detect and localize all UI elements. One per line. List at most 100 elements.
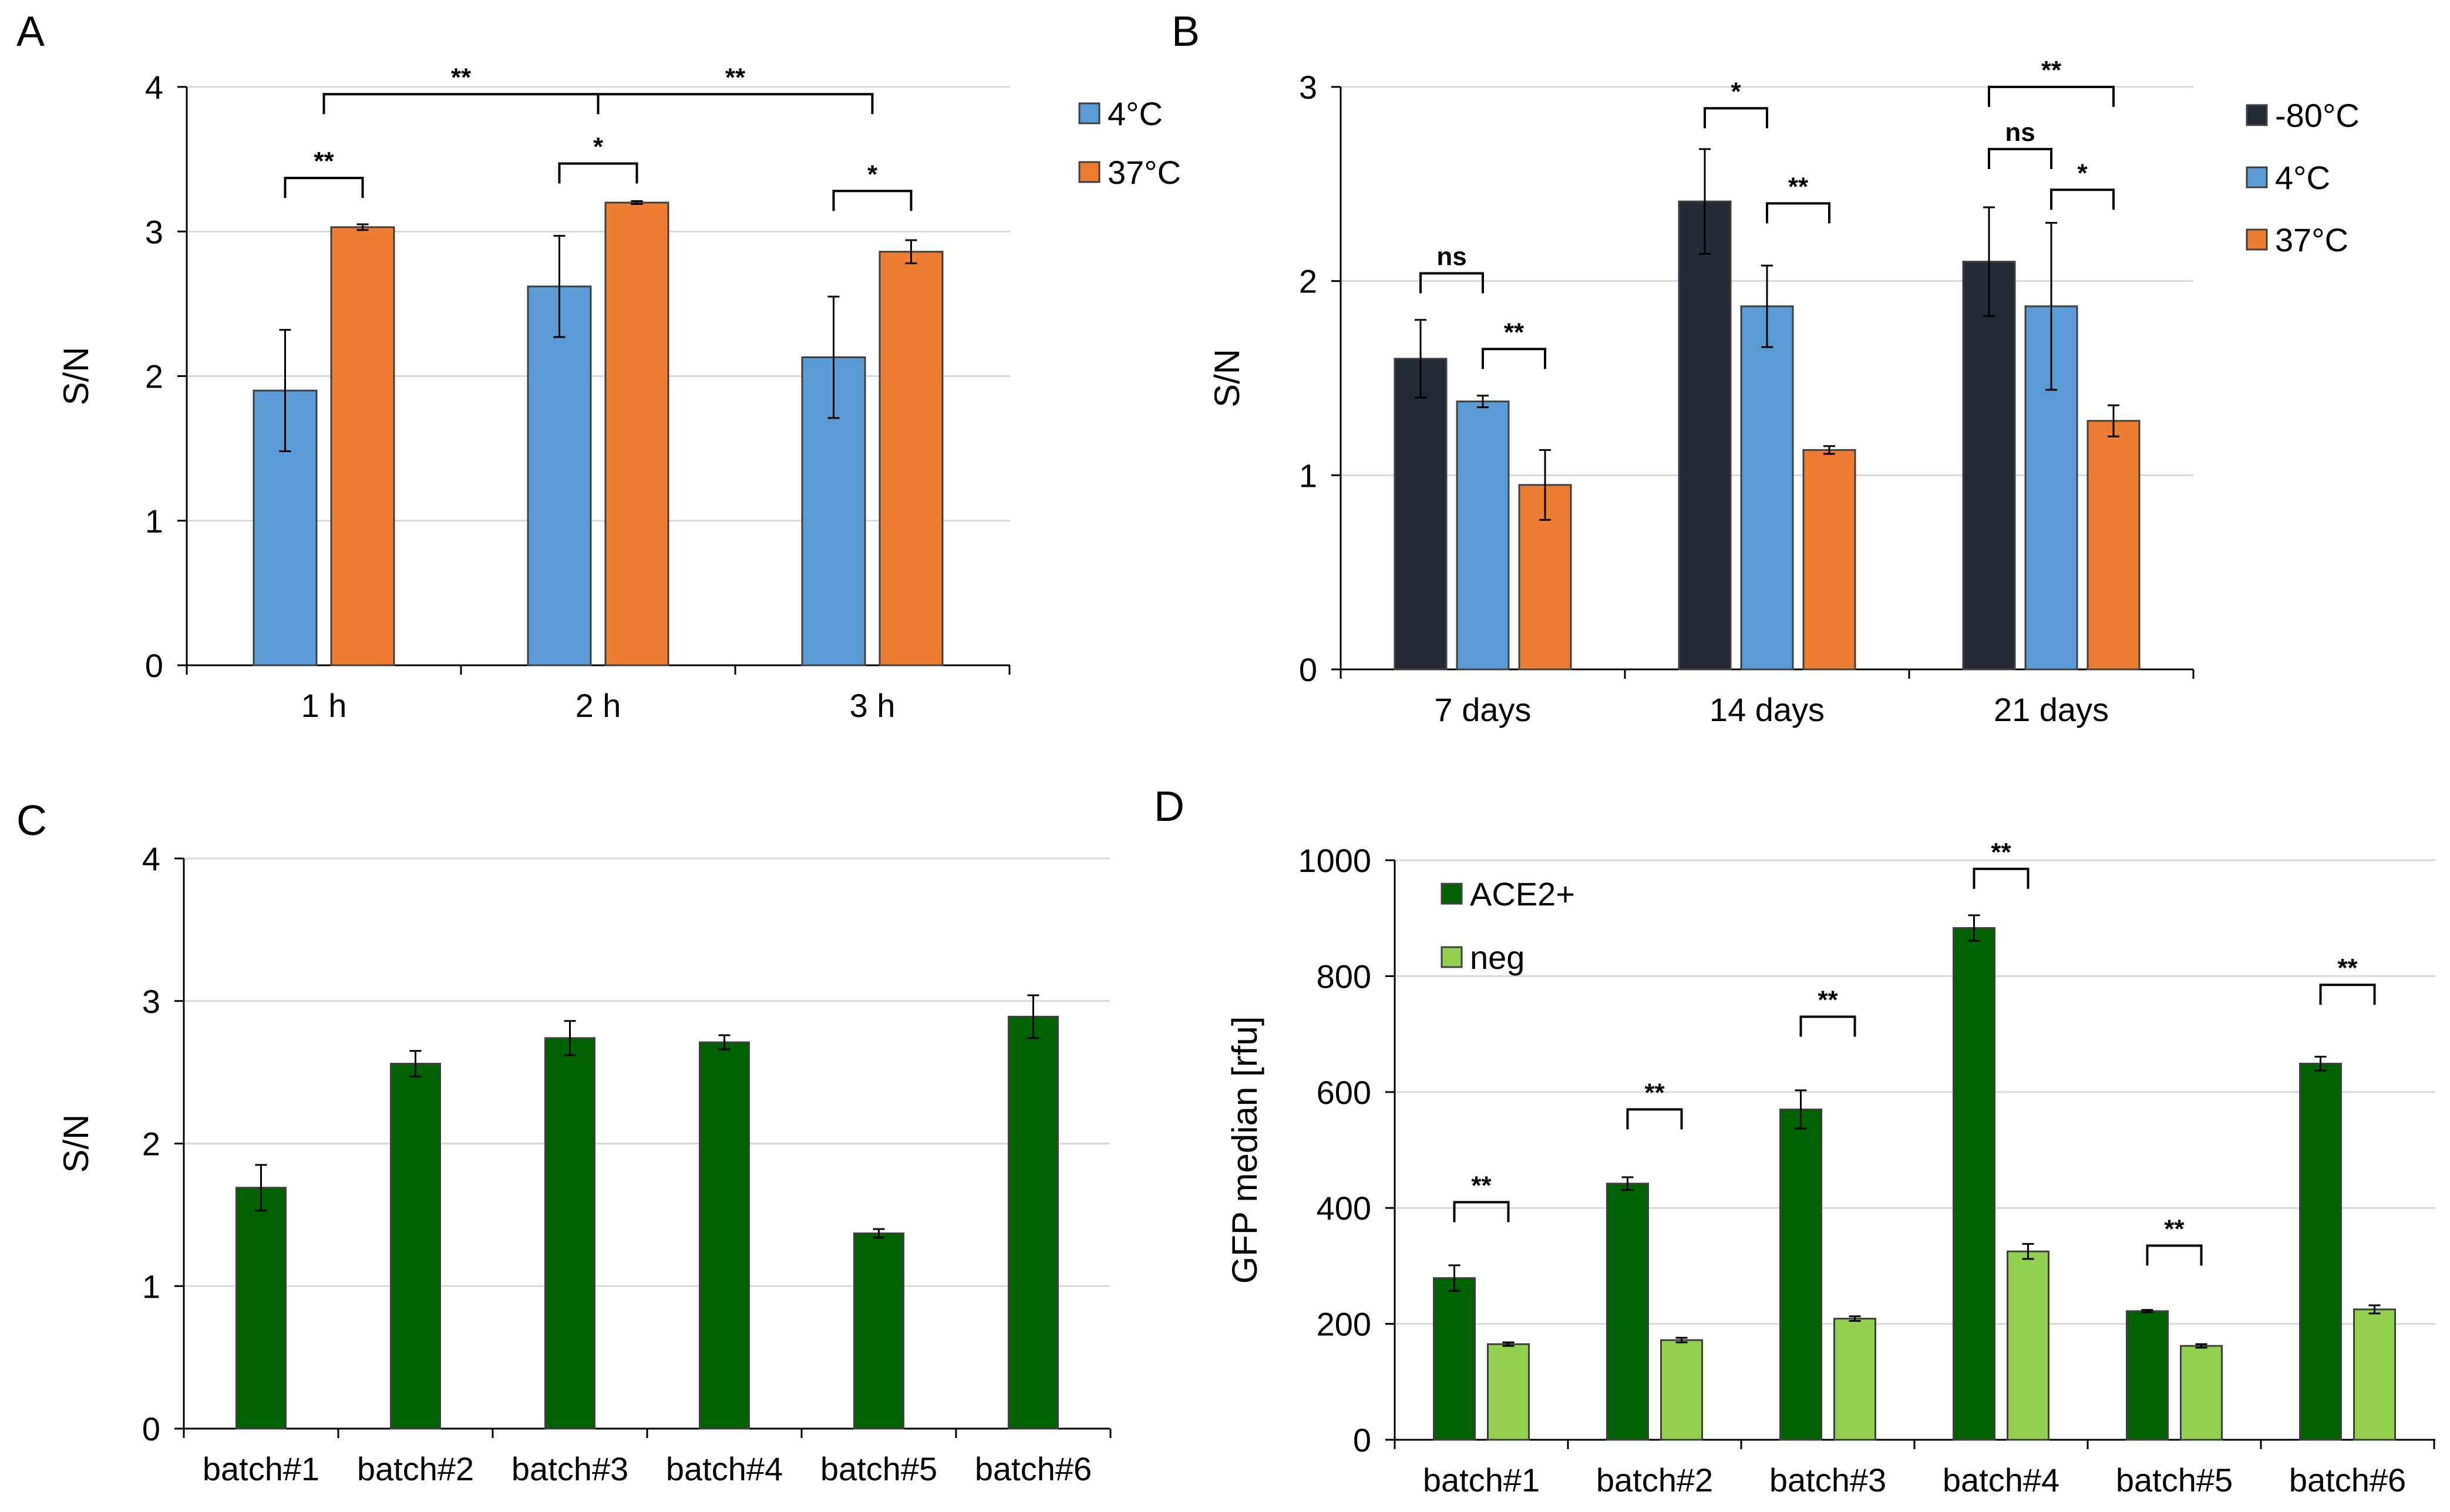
y-axis-title: S/N [1207,349,1247,408]
y-axis-title: S/N [56,346,96,405]
significance-label: ** [2041,56,2062,85]
significance-bracket [1988,86,2115,107]
bar [1008,1015,1059,1430]
significance-label: ** [725,63,746,92]
x-tick-label: batch#5 [820,1450,937,1487]
significance-label: ** [1471,1171,1492,1200]
legend-label: 4°C [2275,159,2330,196]
y-tick-label: 1 [145,503,163,540]
significance-bracket [1988,147,2052,169]
y-tick-label: 0 [1299,651,1317,688]
bar [853,1232,904,1430]
x-tick-label: batch#2 [357,1450,474,1487]
y-axis-title: GFP median [rfu] [1225,1016,1264,1284]
panel-letter: D [1154,783,1184,830]
bar [390,1063,441,1430]
y-tick-label: 2 [1299,263,1317,300]
y-tick-label: 0 [142,1410,160,1447]
y-tick-label: 3 [142,983,160,1020]
bar [1456,400,1510,671]
significance-bracket [322,93,600,115]
x-tick-label: 7 days [1435,691,1532,728]
x-tick-label: batch#2 [1596,1462,1713,1498]
bar [235,1187,287,1430]
bar [1740,305,1794,671]
legend-label: ACE2+ [1470,875,1575,912]
significance-label: ** [314,147,334,176]
bar [1779,1108,1822,1441]
significance-bracket [284,177,364,198]
bar [330,226,395,666]
x-tick-label: batch#6 [2289,1462,2406,1498]
significance-bracket [1482,348,1546,369]
x-tick-label: 1 h [301,687,347,724]
y-tick-label: 0 [1353,1422,1371,1459]
legend-label: 37°C [2275,221,2348,258]
significance-label: * [1731,77,1741,106]
significance-label: * [2077,159,2088,187]
legend-swatch [1441,883,1463,905]
bar [1962,261,2016,671]
significance-bracket [2146,1244,2203,1266]
significance-label: * [867,160,878,188]
legend-swatch [2246,228,2268,251]
bar [2299,1062,2342,1441]
significance-bracket [1453,1201,1510,1223]
x-tick-label: batch#3 [1769,1462,1886,1498]
x-tick-label: 14 days [1709,691,1825,728]
y-tick-label: 800 [1317,958,1371,995]
x-tick-label: batch#5 [2116,1462,2233,1498]
x-tick-label: batch#1 [1423,1462,1540,1498]
y-tick-label: 1 [142,1268,160,1305]
legend-swatch [2246,166,2268,188]
legend-swatch [1078,161,1101,183]
y-tick-label: 0 [145,647,163,684]
x-tick-label: batch#4 [666,1450,783,1487]
x-tick-label: batch#3 [511,1450,628,1487]
y-tick-label: 600 [1317,1074,1371,1111]
significance-label: ** [1818,985,1838,1014]
panel-letter: B [1172,8,1200,55]
y-tick-label: 1 [1299,457,1317,494]
y-tick-label: 4 [145,69,163,106]
significance-label: ** [2164,1214,2185,1243]
significance-bracket [1973,867,2030,889]
x-tick-label: batch#6 [975,1450,1092,1487]
bar [2007,1250,2049,1441]
bar [2353,1308,2396,1441]
panel-letter: C [16,797,47,844]
bar [1660,1339,1703,1441]
y-tick-label: 2 [145,358,163,395]
significance-label: ** [1644,1078,1665,1107]
bar [699,1041,750,1430]
significance-bracket [2050,188,2115,210]
significance-label: ** [2337,954,2358,982]
bar [527,285,592,666]
legend-label: 37°C [1108,154,1181,191]
x-tick-label: 2 h [576,687,621,724]
bar [1606,1183,1649,1441]
x-tick-label: batch#1 [203,1450,319,1487]
bar [1953,927,1995,1441]
significance-label: ** [1504,318,1524,346]
legend-swatch [1078,102,1101,124]
significance-bracket [2319,984,2376,1005]
bar [2086,420,2141,671]
significance-bracket [832,190,913,211]
significance-label: * [593,133,604,161]
x-tick-label: batch#4 [1943,1462,2059,1498]
y-tick-label: 1000 [1298,842,1371,879]
significance-label: ns [1436,242,1466,271]
significance-label: ns [2005,118,2035,147]
significance-bracket [1419,272,1484,294]
y-axis-title: S/N [56,1114,96,1173]
bar [2180,1345,2223,1441]
legend-label: neg [1470,939,1524,976]
bar [1394,358,1448,671]
bar [544,1037,595,1430]
y-tick-label: 400 [1317,1190,1371,1227]
bar [2126,1310,2169,1441]
x-tick-label: 21 days [1994,691,2109,728]
panel-letter: A [16,8,45,55]
bar [604,201,669,666]
